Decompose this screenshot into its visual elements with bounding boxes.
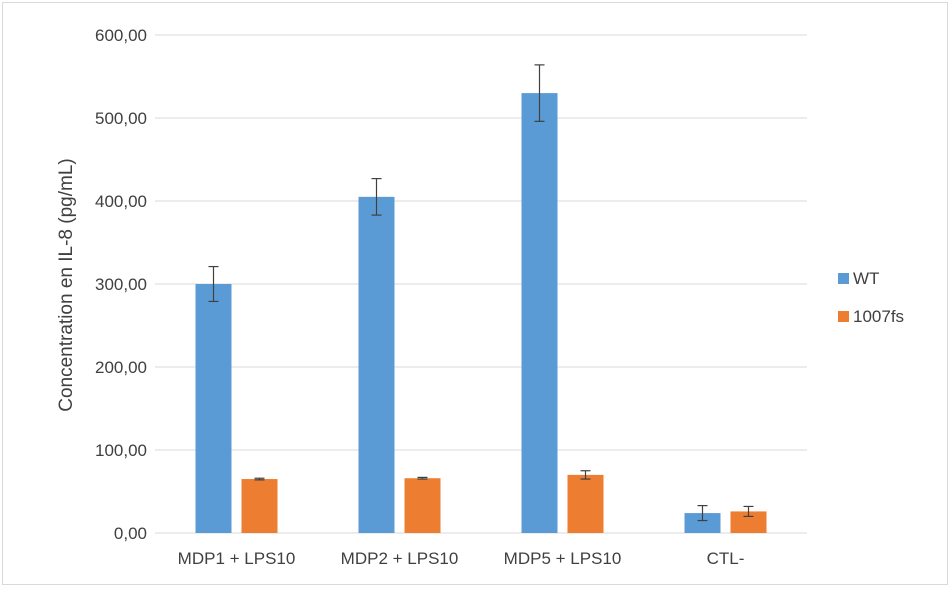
x-tick-label: MDP2 + LPS10 xyxy=(341,549,459,568)
error-bar xyxy=(534,64,545,122)
y-tick-label: 100,00 xyxy=(95,441,147,460)
legend-item-wt: WT xyxy=(838,269,879,288)
error-bars xyxy=(208,64,754,522)
y-tick-label: 200,00 xyxy=(95,358,147,377)
y-axis-title: Concentration en IL-8 (pg/mL) xyxy=(56,158,77,411)
legend-label: 1007fs xyxy=(853,307,904,326)
y-tick-label: 0,00 xyxy=(114,524,147,543)
bar-wt-3 xyxy=(521,93,558,533)
legend-swatch xyxy=(838,273,849,284)
legend-item-1007fs: 1007fs xyxy=(838,307,904,326)
y-tick-label: 600,00 xyxy=(95,26,147,45)
error-bar xyxy=(417,476,428,480)
y-axis-ticks: 0,00 100,00 200,00 300,00 400,00 500,00 600,00 xyxy=(95,26,147,543)
legend: WT 1007fs xyxy=(838,269,904,326)
gridlines xyxy=(155,34,807,534)
bar-wt-1 xyxy=(195,284,232,533)
x-axis-ticks: MDP1 + LPS10 MDP2 + LPS10 MDP5 + LPS10 CTL- xyxy=(178,549,745,568)
y-tick-label: 300,00 xyxy=(95,275,147,294)
x-tick-label: MDP5 + LPS10 xyxy=(504,549,622,568)
error-bar xyxy=(254,477,265,481)
bar-1007fs-3 xyxy=(567,474,604,533)
error-bar xyxy=(697,505,708,522)
y-tick-label: 500,00 xyxy=(95,109,147,128)
bar-1007fs-1 xyxy=(241,479,278,533)
legend-swatch xyxy=(838,311,849,322)
x-tick-label: CTL- xyxy=(707,549,745,568)
error-bar xyxy=(580,470,591,480)
x-tick-label: MDP1 + LPS10 xyxy=(178,549,296,568)
bars xyxy=(195,93,767,533)
error-bar xyxy=(208,265,219,303)
bar-1007fs-2 xyxy=(404,478,441,533)
bar-1007fs-4 xyxy=(730,511,767,533)
bar-wt-2 xyxy=(358,196,395,533)
error-bar xyxy=(371,177,382,216)
y-tick-label: 400,00 xyxy=(95,192,147,211)
error-bar xyxy=(743,505,754,518)
legend-label: WT xyxy=(853,269,879,288)
bar-wt-4 xyxy=(684,513,721,533)
